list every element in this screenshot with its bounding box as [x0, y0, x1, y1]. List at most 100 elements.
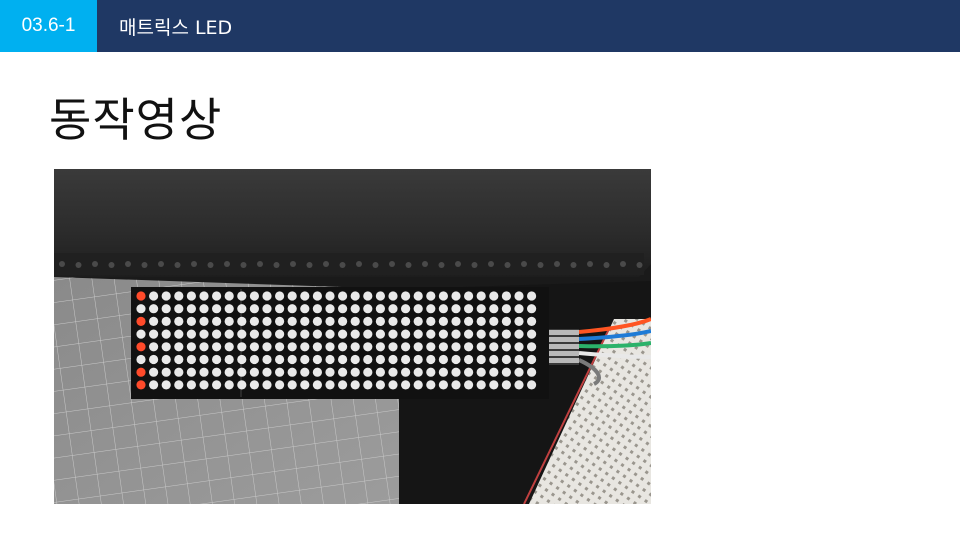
led-dot [451, 342, 461, 352]
led-dot [401, 342, 411, 352]
led-dot [401, 291, 411, 301]
led-dot [136, 304, 146, 314]
led-dot [275, 342, 285, 352]
led-dot [262, 291, 272, 301]
led-dot [249, 380, 259, 390]
led-dot [501, 367, 511, 377]
led-dot [174, 316, 184, 326]
case-studs [59, 261, 643, 268]
led-dot [413, 354, 423, 365]
section-number-badge: 03.6-1 [0, 0, 97, 52]
led-dot [287, 354, 297, 365]
led-dot [426, 380, 436, 390]
led-dot [426, 342, 436, 352]
led-dot-lit [136, 291, 146, 301]
led-dot [237, 354, 247, 365]
case-stud [158, 261, 164, 267]
led-dot [199, 329, 209, 339]
case-stud [141, 262, 148, 268]
led-dot [149, 329, 159, 339]
case-stud [570, 262, 577, 268]
led-dot [476, 291, 486, 301]
led-dot [489, 329, 499, 339]
led-dot [489, 367, 499, 377]
led-dot [464, 304, 474, 314]
led-dot [237, 367, 247, 377]
led-dot [199, 291, 209, 301]
led-dot [476, 354, 486, 365]
header-title: 매트릭스 LED [119, 16, 233, 39]
led-dot [262, 329, 272, 339]
pin [549, 337, 579, 342]
case-stud [191, 261, 197, 267]
led-dot [438, 342, 448, 352]
led-dot-lit [136, 316, 146, 326]
led-dot [287, 342, 297, 352]
pin [549, 351, 579, 356]
case-stud [372, 262, 379, 268]
led-dot [237, 342, 247, 352]
led-dot [300, 354, 310, 365]
led-dot [275, 316, 285, 326]
led-dot [312, 316, 322, 326]
led-dot [161, 342, 171, 352]
pin [549, 330, 579, 335]
led-dot [237, 291, 247, 301]
led-dot [375, 354, 385, 365]
led-dot [527, 342, 537, 352]
led-dot [287, 291, 297, 301]
led-dot [186, 329, 196, 339]
photo-illustration [54, 169, 651, 504]
led-dot [514, 329, 524, 339]
led-dot [237, 316, 247, 326]
led-dot [312, 380, 322, 390]
led-dot [464, 380, 474, 390]
led-dot [161, 304, 171, 314]
led-dot [287, 367, 297, 377]
led-dot [262, 367, 272, 377]
led-dot [224, 316, 234, 326]
led-dot [451, 316, 461, 326]
led-dot-lit [136, 367, 146, 377]
led-dot [224, 291, 234, 301]
led-dot [501, 354, 511, 365]
led-dot [287, 380, 297, 390]
led-dot [350, 367, 360, 377]
led-dot [363, 329, 373, 339]
led-dot [350, 329, 360, 339]
led-dot [224, 329, 234, 339]
led-dot [300, 367, 310, 377]
led-dot [338, 380, 348, 390]
led-dot [363, 380, 373, 390]
led-dot [375, 342, 385, 352]
led-dot [451, 304, 461, 314]
led-dot [401, 329, 411, 339]
led-dot [527, 329, 537, 339]
led-dot [388, 354, 398, 365]
led-dot [149, 354, 159, 365]
led-dot [438, 316, 448, 326]
led-dot [350, 304, 360, 314]
led-dot [476, 367, 486, 377]
led-dot [161, 354, 171, 365]
led-dot [476, 380, 486, 390]
led-dot [312, 291, 322, 301]
led-dot [186, 380, 196, 390]
led-dot [426, 291, 436, 301]
case-stud [554, 261, 560, 267]
case-stud [455, 261, 461, 267]
led-dot [275, 329, 285, 339]
led-dot [514, 291, 524, 301]
case-stud [603, 262, 610, 268]
led-dot [249, 367, 259, 377]
led-dot [174, 380, 184, 390]
led-dot [199, 304, 209, 314]
led-dot [312, 342, 322, 352]
led-dot [375, 329, 385, 339]
led-dot [262, 316, 272, 326]
led-dot [338, 354, 348, 365]
led-dot [249, 291, 259, 301]
led-dot [476, 342, 486, 352]
led-dot [514, 342, 524, 352]
led-dot [489, 316, 499, 326]
